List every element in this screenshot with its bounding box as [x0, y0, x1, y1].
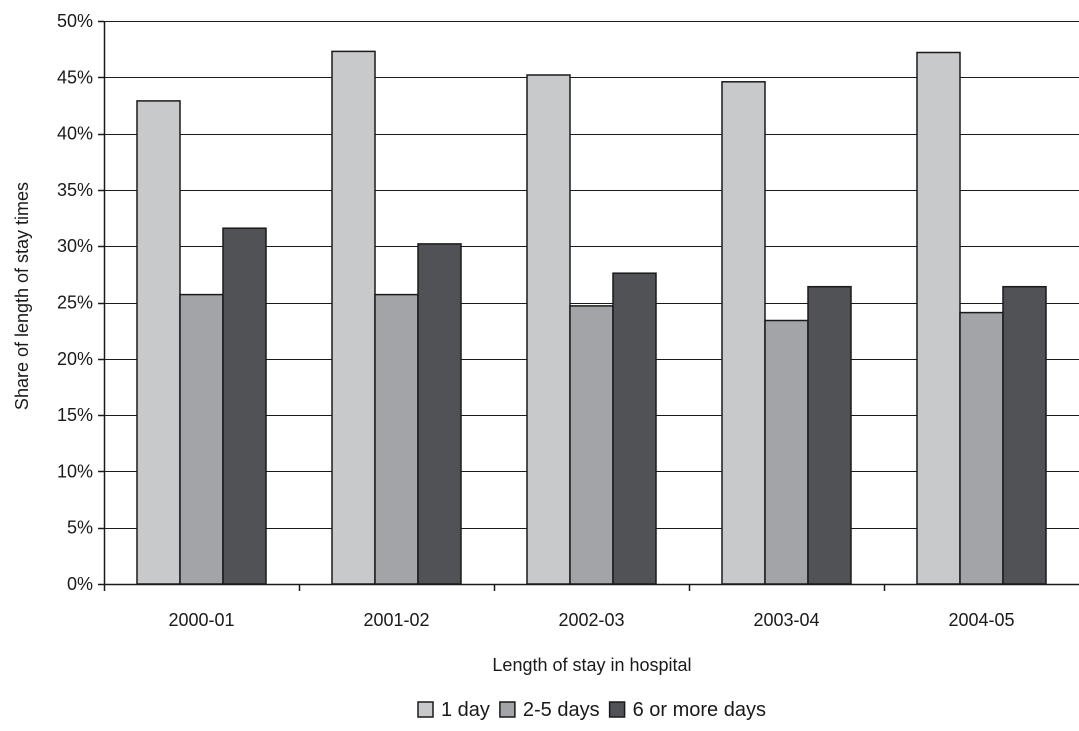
- legend-item-1-day: 1 day: [417, 699, 490, 721]
- y-tick-label: 20%: [57, 349, 93, 369]
- bar-2-5-days-2003-04: [764, 319, 809, 585]
- bar-1-day-2004-05: [916, 51, 961, 585]
- x-tick-label: 2003-04: [753, 610, 819, 630]
- bar-6-or-more-days-2002-03: [612, 272, 657, 585]
- bar-2-5-days-2002-03: [569, 305, 614, 585]
- bar-1-day-2002-03: [526, 74, 571, 585]
- y-tick-label: 45%: [57, 67, 93, 87]
- legend-swatch: [417, 701, 434, 718]
- legend: 1 day 2-5 days 6 or more days: [417, 699, 766, 721]
- bar-6-or-more-days-2001-02: [417, 243, 462, 585]
- x-tick-label: 2004-05: [948, 610, 1014, 630]
- bar-2-5-days-2000-01: [179, 293, 224, 585]
- y-tick-label: 50%: [57, 11, 93, 31]
- axes: [98, 20, 1079, 591]
- legend-item-2-5-days: 2-5 days: [499, 699, 600, 721]
- x-tick-label: 2002-03: [558, 610, 624, 630]
- bar-6-or-more-days-2000-01: [222, 227, 267, 585]
- bar-1-day-2003-04: [721, 81, 766, 585]
- bar-6-or-more-days-2003-04: [807, 285, 852, 585]
- legend-label: 2-5 days: [523, 699, 600, 721]
- y-tick-label: 25%: [57, 293, 93, 313]
- bar-2-5-days-2004-05: [959, 311, 1004, 585]
- x-axis-title: Length of stay in hospital: [492, 655, 691, 675]
- bar-1-day-2000-01: [136, 100, 181, 585]
- y-tick-label: 10%: [57, 461, 93, 481]
- y-tick-label: 35%: [57, 180, 93, 200]
- x-tick-labels: 2000-01 2001-02 2002-03 2003-04 2004-05: [168, 610, 1014, 630]
- bar-2-5-days-2001-02: [374, 293, 419, 585]
- y-tick-labels: 0% 5% 10% 15% 20% 25% 30% 35% 40% 45% 50%: [57, 11, 93, 594]
- bar-6-or-more-days-2004-05: [1002, 285, 1047, 585]
- y-tick-label: 15%: [57, 405, 93, 425]
- y-tick-label: 5%: [67, 518, 93, 538]
- legend-swatch: [608, 701, 626, 718]
- y-tick-label: 40%: [57, 124, 93, 144]
- legend-swatch: [499, 701, 516, 718]
- legend-label: 1 day: [441, 699, 490, 721]
- x-tick-label: 2001-02: [363, 610, 429, 630]
- y-tick-label: 30%: [57, 236, 93, 256]
- x-tick-label: 2000-01: [168, 610, 234, 630]
- legend-label: 6 or more days: [633, 699, 766, 721]
- legend-item-6-or-more-days: 6 or more days: [608, 699, 766, 721]
- bar-1-day-2001-02: [331, 50, 376, 585]
- bars: [136, 50, 1047, 585]
- y-axis-title: Share of length of stay times: [12, 182, 32, 410]
- y-tick-label: 0%: [67, 574, 93, 594]
